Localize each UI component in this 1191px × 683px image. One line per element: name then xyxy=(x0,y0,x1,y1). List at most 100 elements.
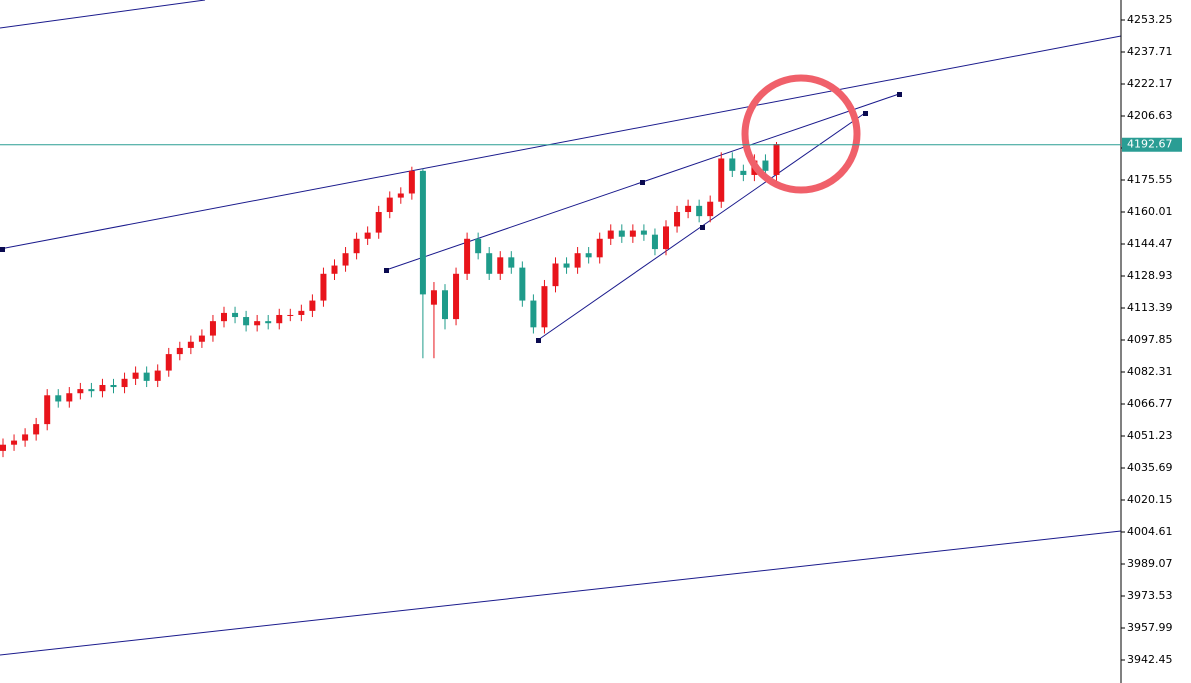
candle-body xyxy=(298,310,305,315)
candle-body xyxy=(497,257,504,274)
candle-body xyxy=(55,395,62,402)
candle-body xyxy=(607,230,614,239)
candle-body xyxy=(618,230,625,237)
y-tick-label: 3973.53 xyxy=(1127,589,1173,602)
candle-body xyxy=(154,370,161,381)
anchor-point xyxy=(897,92,902,97)
candle-body xyxy=(651,234,658,250)
candle-body xyxy=(77,389,84,394)
candle-body xyxy=(663,226,669,250)
last-price-box xyxy=(1122,137,1182,152)
candle-body xyxy=(464,238,471,274)
candle-body xyxy=(221,312,227,322)
trend-line xyxy=(0,0,206,29)
candle-body xyxy=(110,384,117,388)
candle-body xyxy=(475,238,482,254)
anchor-point xyxy=(863,111,868,116)
candle-body xyxy=(254,321,261,326)
y-tick-label: 4035.69 xyxy=(1127,461,1173,474)
y-tick-label: 4175.55 xyxy=(1127,173,1173,186)
candle-body xyxy=(386,197,393,213)
candle-body xyxy=(762,160,769,171)
candle-body xyxy=(99,384,106,392)
candle-body xyxy=(143,372,150,381)
candle-body xyxy=(486,253,493,274)
candle-body xyxy=(773,144,780,175)
y-tick-label: 4004.61 xyxy=(1127,525,1173,538)
candle-body xyxy=(0,444,6,451)
candle-body xyxy=(353,238,360,254)
anchor-point xyxy=(536,338,541,343)
candle-body xyxy=(320,273,327,301)
candle-body xyxy=(640,230,647,235)
y-tick-label: 4097.85 xyxy=(1127,333,1173,346)
candle-body xyxy=(574,253,581,268)
candle-body xyxy=(66,393,73,402)
candle-body xyxy=(530,300,537,328)
anchor-point xyxy=(700,225,705,230)
candle-body xyxy=(176,347,183,355)
candle-body xyxy=(430,290,437,305)
candle-body xyxy=(22,434,29,441)
y-tick-label: 4128.93 xyxy=(1127,269,1173,282)
y-tick-label: 4253.25 xyxy=(1127,13,1173,26)
candle-body xyxy=(276,314,283,324)
y-axis-ticks: 4253.254237.714222.174206.634191.094175.… xyxy=(1121,13,1173,666)
y-tick-label: 3942.45 xyxy=(1127,653,1173,666)
candle-body xyxy=(541,286,548,328)
candle-body xyxy=(596,238,603,258)
candle-body xyxy=(674,212,681,227)
candle-body xyxy=(364,232,371,239)
candle-body xyxy=(585,253,592,258)
candle-body xyxy=(243,317,250,326)
candle-body xyxy=(88,389,95,392)
anchor-point xyxy=(640,180,645,185)
candle-body xyxy=(408,170,415,194)
candle-body xyxy=(33,424,40,435)
candle-body xyxy=(331,265,338,274)
candle-body xyxy=(165,354,172,371)
y-tick-label: 4206.63 xyxy=(1127,109,1173,122)
candle-body xyxy=(519,267,526,301)
y-tick-label: 4222.17 xyxy=(1127,77,1173,90)
candle-body xyxy=(696,205,703,217)
candles xyxy=(0,142,780,458)
y-tick-label: 4160.01 xyxy=(1127,205,1173,218)
candle-body xyxy=(563,263,570,268)
candle-body xyxy=(552,263,559,287)
y-tick-label: 4051.23 xyxy=(1127,429,1173,442)
candle-body xyxy=(442,290,448,320)
y-tick-label: 3957.99 xyxy=(1127,621,1173,634)
anchor-point xyxy=(384,268,389,273)
trend-line xyxy=(0,35,1122,250)
highlight-circle xyxy=(741,74,861,194)
candle-body xyxy=(685,205,692,213)
last-price-label: 4192.67 xyxy=(1127,138,1173,151)
candle-body xyxy=(198,335,205,342)
candle-body xyxy=(729,158,736,171)
y-tick-label: 3989.07 xyxy=(1127,557,1173,570)
candle-body xyxy=(44,395,51,425)
candle-body xyxy=(718,158,725,202)
candle-body xyxy=(132,372,139,379)
candle-body xyxy=(740,170,747,175)
candle-body xyxy=(397,193,404,198)
y-tick-label: 4066.77 xyxy=(1127,397,1173,410)
candle-body xyxy=(187,341,194,348)
candle-body xyxy=(342,253,349,266)
y-tick-label: 4020.15 xyxy=(1127,493,1173,506)
y-tick-label: 4144.47 xyxy=(1127,237,1173,250)
candle-body xyxy=(508,257,515,268)
trend-lines xyxy=(0,0,1122,656)
candle-body xyxy=(287,314,294,316)
candle-body xyxy=(121,378,128,388)
candle-body xyxy=(419,170,426,295)
trend-line xyxy=(0,530,1122,656)
candle-body xyxy=(265,321,272,324)
candle-body xyxy=(629,230,636,237)
candle-body xyxy=(375,212,382,233)
candle-body xyxy=(209,321,216,336)
candle-body xyxy=(232,312,239,318)
